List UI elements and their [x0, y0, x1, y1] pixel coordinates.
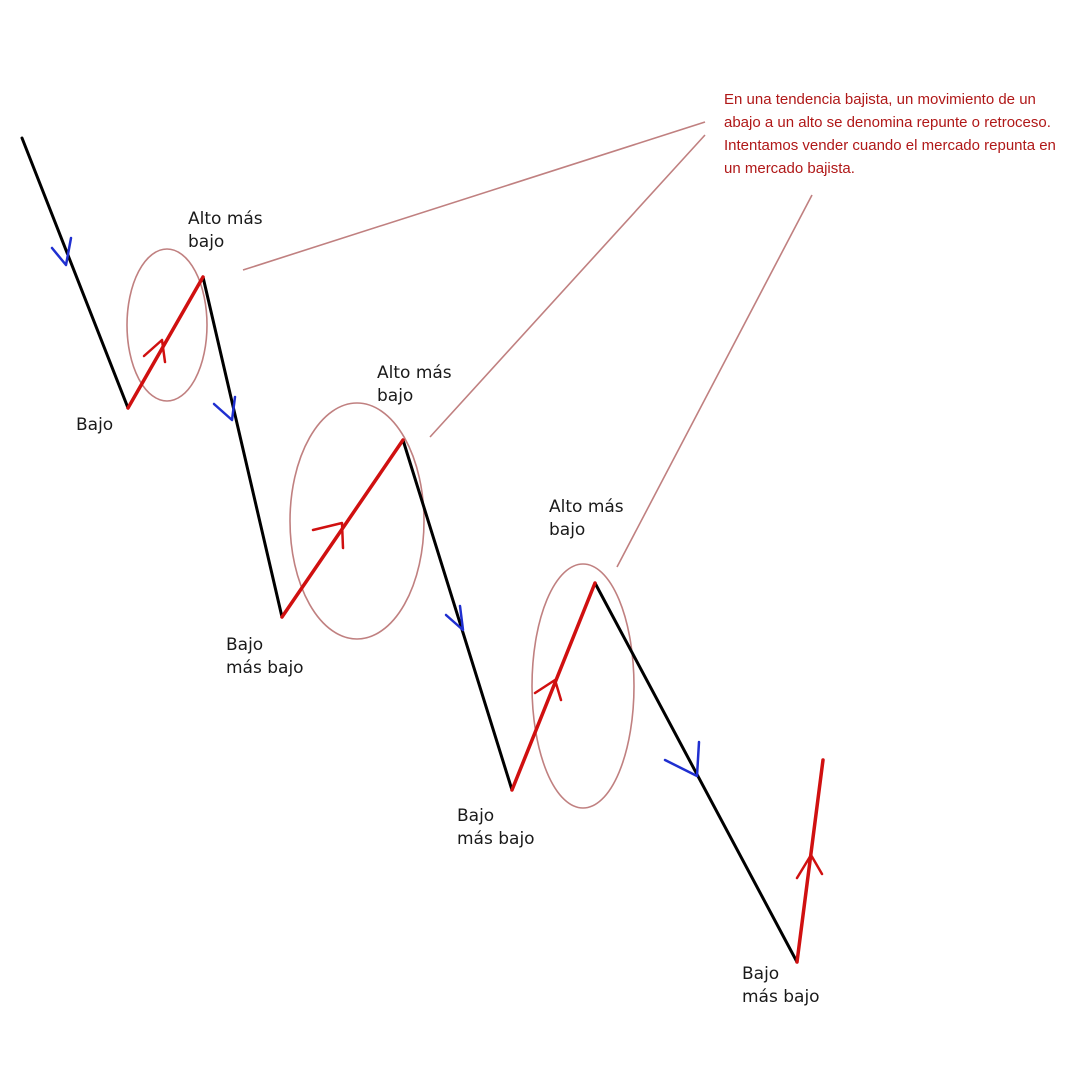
down-leg-2	[201, 275, 284, 619]
label-high-3: Alto más bajo	[549, 496, 624, 542]
up-leg-1	[126, 275, 205, 410]
down-legs	[20, 136, 799, 964]
label-low-4-line-2: más bajo	[742, 987, 820, 1007]
down-arrow-icon-3	[444, 604, 465, 632]
down-arrows	[50, 236, 701, 778]
label-high-1-line-1: Alto más	[188, 209, 263, 229]
label-low-1-line-1: Bajo	[76, 415, 114, 435]
label-low-2-line-1: Bajo	[226, 635, 264, 655]
down-arrow-icon-1	[50, 236, 73, 267]
label-high-2: Alto más bajo	[377, 362, 452, 408]
pointer-line-3	[616, 194, 813, 568]
annotation-pointers	[242, 121, 813, 568]
label-high-2-line-1: Alto más	[377, 363, 452, 383]
rally-circle-3	[531, 563, 635, 809]
annotation-text: En una tendencia bajista, un movimiento …	[724, 91, 1056, 177]
up-arrows	[142, 338, 824, 880]
label-low-4-line-1: Bajo	[742, 964, 780, 984]
label-low-3-line-2: más bajo	[457, 829, 535, 849]
up-leg-3	[510, 581, 597, 792]
down-leg-3	[401, 438, 514, 792]
label-high-3-line-1: Alto más	[549, 497, 624, 517]
label-high-1: Alto más bajo	[188, 208, 263, 254]
up-arrow-icon-2	[311, 521, 345, 550]
down-leg-1	[20, 136, 130, 410]
up-leg-4	[795, 758, 825, 964]
label-low-2: Bajo más bajo	[226, 634, 304, 680]
label-low-2-line-2: más bajo	[226, 658, 304, 678]
rally-circle-2	[289, 402, 425, 640]
label-low-3-line-1: Bajo	[457, 806, 495, 826]
down-arrow-icon-2	[212, 395, 237, 422]
rally-circle-1	[126, 248, 208, 402]
label-high-3-line-2: bajo	[549, 520, 586, 540]
label-high-2-line-2: bajo	[377, 386, 414, 406]
up-arrow-icon-4	[795, 853, 824, 880]
label-low-4: Bajo más bajo	[742, 963, 820, 1009]
pointer-line-2	[429, 134, 706, 438]
label-low-1: Bajo	[76, 414, 113, 437]
label-low-3: Bajo más bajo	[457, 805, 535, 851]
up-legs	[126, 275, 825, 964]
up-arrow-icon-1	[142, 338, 167, 364]
rally-circles	[126, 248, 635, 809]
up-arrow-icon-3	[533, 678, 563, 702]
down-arrow-icon-4	[663, 740, 701, 778]
label-high-1-line-2: bajo	[188, 232, 225, 252]
pointer-line-1	[242, 121, 706, 271]
